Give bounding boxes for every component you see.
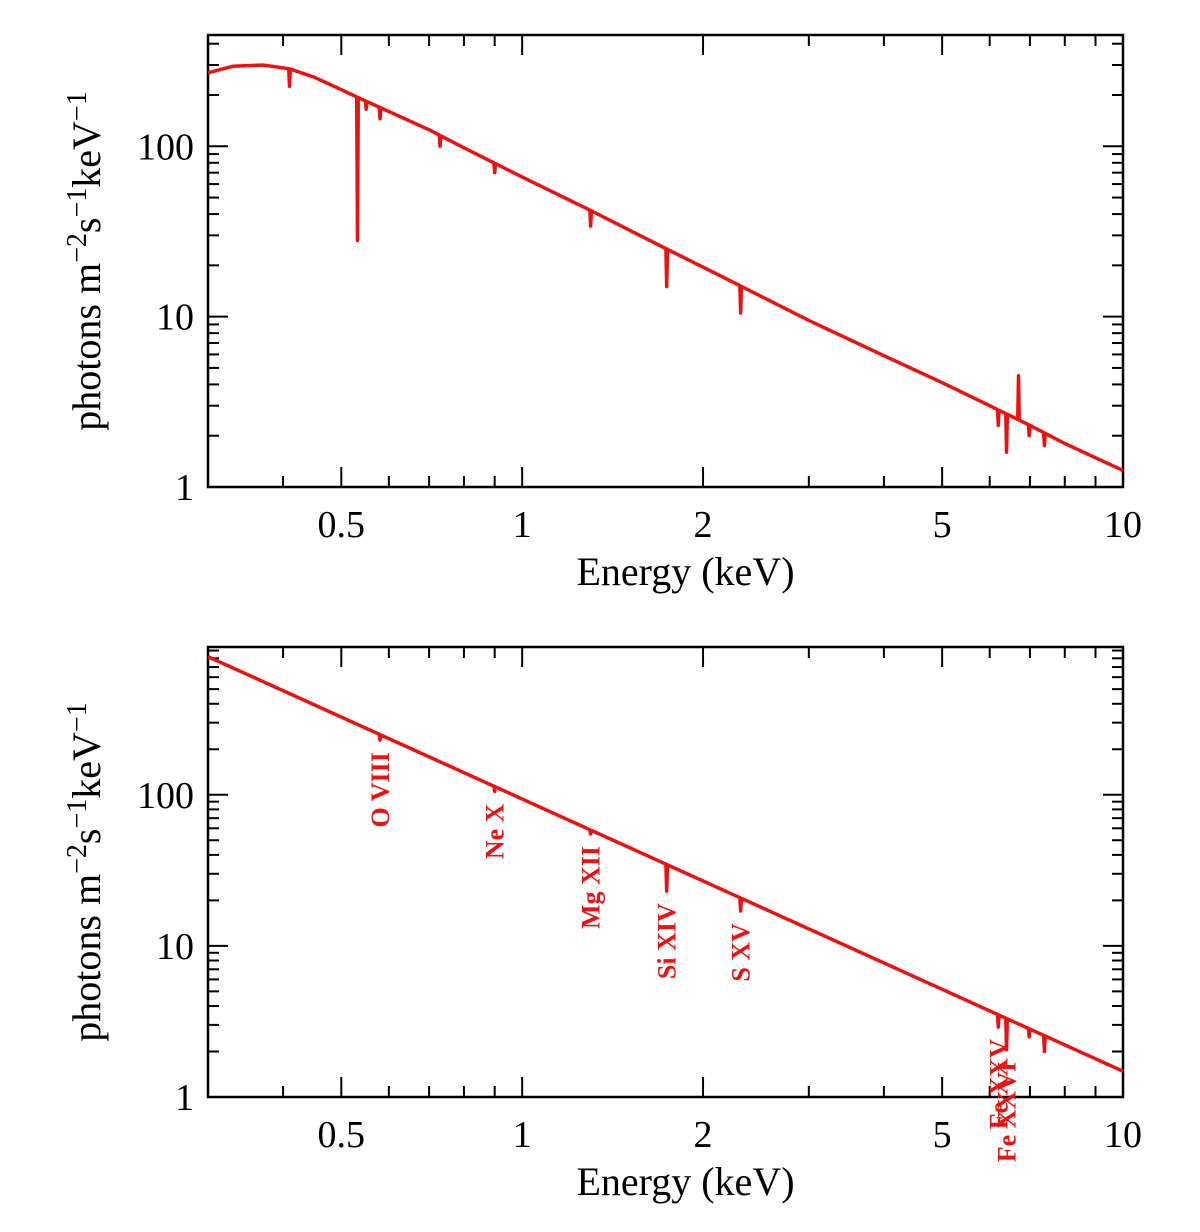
plot-frame — [206, 645, 1125, 1099]
x-tick-label: 2 — [694, 504, 713, 546]
y-tick-label: 10 — [156, 297, 194, 339]
x-tick-label: 1 — [513, 504, 532, 546]
y-axis-label: photons m−2s−1keV−1 — [62, 91, 109, 430]
y-tick-label: 100 — [137, 126, 194, 168]
y-tick-label: 1 — [175, 467, 194, 509]
x-tick-label: 1 — [513, 1114, 532, 1156]
line-label: O VIII — [366, 752, 395, 827]
line-label: Si XIV — [653, 903, 682, 979]
y-tick-label: 1 — [175, 1077, 194, 1119]
spectrum-line — [207, 63, 1125, 473]
x-tick-label: 0.5 — [318, 1114, 366, 1156]
plot-frame — [206, 33, 1125, 489]
line-label: Fe XXVI — [993, 1062, 1022, 1162]
x-tick-label: 10 — [1104, 504, 1142, 546]
spectrum-line — [207, 655, 1125, 1073]
x-axis-label: Energy (keV) — [576, 1159, 794, 1204]
panel-bottom: 0.5 1 2 5 10 1 10 100 Energy (keV) photons m−2s−1… — [62, 645, 1142, 1204]
x-tick-label: 5 — [933, 1114, 952, 1156]
y-axis-label: photons m−2s−1keV−1 — [62, 702, 109, 1041]
line-label: S XV — [727, 923, 756, 982]
line-label: Mg XII — [577, 846, 606, 929]
line-label: Ne X — [481, 803, 510, 859]
panel-top: 0.5 1 2 5 10 1 10 100 Energy (keV) photons m−2s−1… — [62, 33, 1142, 594]
line-label: Fe XXV — [984, 1039, 1013, 1129]
x-axis-label: Energy (keV) — [576, 549, 794, 594]
x-tick-label: 5 — [933, 504, 952, 546]
y-tick-label: 100 — [137, 775, 194, 817]
x-tick-label: 0.5 — [318, 504, 366, 546]
x-tick-label: 10 — [1104, 1114, 1142, 1156]
y-tick-label: 10 — [156, 926, 194, 968]
x-tick-label: 2 — [694, 1114, 713, 1156]
